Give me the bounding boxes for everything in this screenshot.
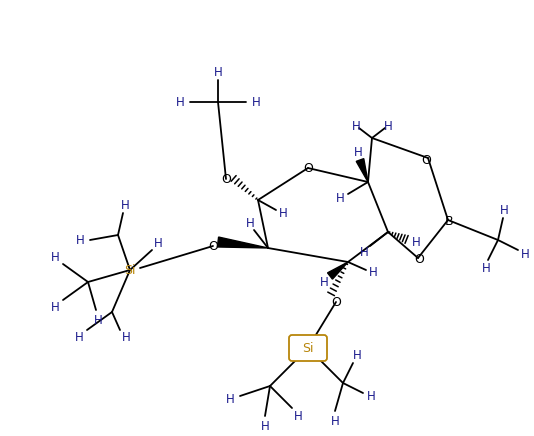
Text: H: H xyxy=(176,95,184,109)
Text: H: H xyxy=(320,276,328,289)
Text: H: H xyxy=(261,419,269,433)
Text: O: O xyxy=(208,239,218,252)
Text: H: H xyxy=(521,248,529,260)
Text: O: O xyxy=(303,161,313,174)
Text: H: H xyxy=(352,348,362,361)
Text: H: H xyxy=(367,389,375,402)
Text: H: H xyxy=(351,119,360,133)
Text: H: H xyxy=(75,330,83,344)
Text: H: H xyxy=(121,198,129,211)
Text: H: H xyxy=(279,207,287,219)
Text: H: H xyxy=(226,392,234,405)
Text: O: O xyxy=(221,173,231,185)
Text: H: H xyxy=(154,236,162,249)
Text: Si: Si xyxy=(124,263,136,276)
Text: H: H xyxy=(354,146,363,159)
Text: H: H xyxy=(412,235,420,249)
Text: O: O xyxy=(331,296,341,309)
Text: H: H xyxy=(51,300,59,313)
Text: H: H xyxy=(93,313,103,327)
Text: H: H xyxy=(246,217,254,229)
FancyBboxPatch shape xyxy=(289,335,327,361)
Text: H: H xyxy=(482,262,490,275)
Text: O: O xyxy=(414,252,424,266)
Text: O: O xyxy=(421,153,431,167)
Polygon shape xyxy=(327,262,348,279)
Text: H: H xyxy=(359,245,368,259)
Text: H: H xyxy=(214,65,222,78)
Text: H: H xyxy=(252,95,261,109)
Text: H: H xyxy=(294,409,302,422)
Text: B: B xyxy=(445,215,453,228)
Polygon shape xyxy=(217,237,268,248)
Text: H: H xyxy=(383,119,392,133)
Text: H: H xyxy=(331,415,340,428)
Text: H: H xyxy=(122,330,130,344)
Text: H: H xyxy=(51,251,59,263)
Text: H: H xyxy=(336,191,344,204)
Text: H: H xyxy=(368,266,378,279)
Polygon shape xyxy=(356,159,368,182)
Text: H: H xyxy=(76,234,84,246)
Text: Si: Si xyxy=(302,341,314,354)
Text: H: H xyxy=(500,204,508,217)
